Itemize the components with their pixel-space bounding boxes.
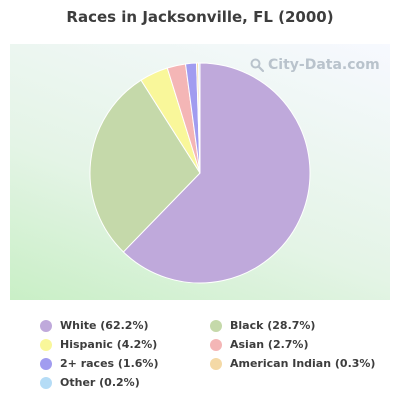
legend-item-white: White (62.2%)	[40, 318, 210, 333]
legend-swatch	[40, 338, 52, 351]
legend-label: 2+ races (1.6%)	[60, 357, 159, 370]
legend-label: Asian (2.7%)	[230, 338, 309, 351]
legend-item-two-or-more-races: 2+ races (1.6%)	[40, 356, 210, 371]
legend-item-black: Black (28.7%)	[210, 318, 380, 333]
legend-swatch	[210, 338, 222, 351]
legend-swatch	[40, 376, 52, 389]
legend-item-asian: Asian (2.7%)	[210, 337, 380, 352]
legend-label: Hispanic (4.2%)	[60, 338, 158, 351]
pie-slice-black	[89, 79, 201, 253]
pie-slice-white	[122, 62, 311, 284]
legend-item-american-indian: American Indian (0.3%)	[210, 356, 380, 371]
legend-item-other: Other (0.2%)	[40, 375, 210, 390]
legend-swatch	[210, 319, 222, 332]
watermark-text: City-Data.com	[268, 57, 380, 73]
legend-label: Other (0.2%)	[60, 376, 140, 389]
legend-swatch	[210, 357, 222, 370]
legend-label: White (62.2%)	[60, 319, 149, 332]
chart-title: Races in Jacksonville, FL (2000)	[66, 8, 334, 26]
search-icon	[250, 58, 264, 72]
watermark: City-Data.com	[250, 55, 380, 75]
legend-label: Black (28.7%)	[230, 319, 316, 332]
legend-label: American Indian (0.3%)	[230, 357, 376, 370]
legend: White (62.2%) Black (28.7%) Hispanic (4.…	[40, 318, 380, 390]
legend-item-hispanic: Hispanic (4.2%)	[40, 337, 210, 352]
legend-swatch	[40, 357, 52, 370]
legend-swatch	[40, 319, 52, 332]
pie-slice-other	[198, 62, 201, 174]
